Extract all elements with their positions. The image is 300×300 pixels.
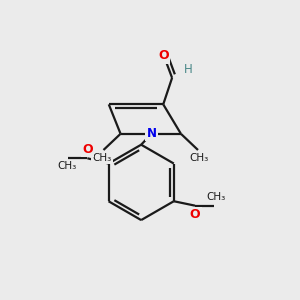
Text: N: N — [146, 127, 157, 140]
Text: H: H — [184, 62, 193, 76]
Text: CH₃: CH₃ — [190, 153, 209, 163]
Text: O: O — [158, 49, 169, 62]
Text: O: O — [82, 143, 93, 156]
Text: CH₃: CH₃ — [206, 192, 225, 203]
Text: CH₃: CH₃ — [92, 153, 112, 163]
Text: CH₃: CH₃ — [57, 161, 76, 172]
Text: O: O — [190, 208, 200, 221]
